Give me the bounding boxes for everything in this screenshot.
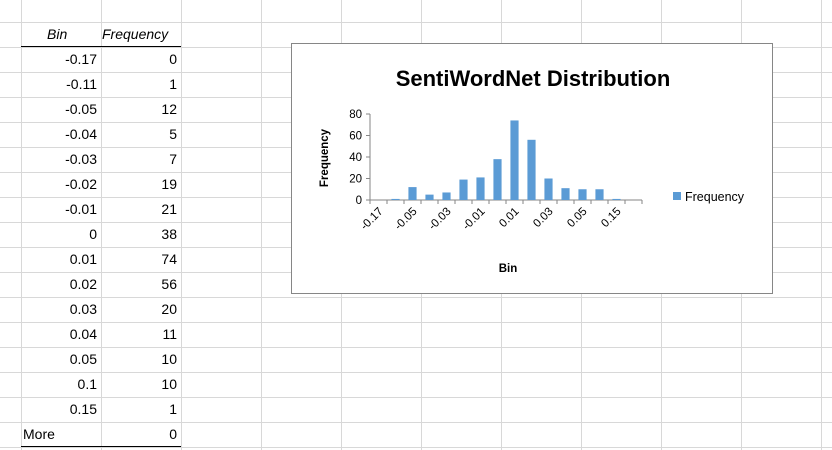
y-tick-label: 40 [349, 152, 362, 164]
table-frequency-cell[interactable]: 7 [169, 151, 177, 167]
x-tick-label: 0.03 [531, 206, 555, 230]
table-bin-cell[interactable]: -0.02 [65, 176, 97, 192]
chart-area[interactable]: SentiWordNet Distribution 0 20 40 60 80 -0.1… [291, 43, 773, 294]
grid-column-line [21, 0, 22, 450]
histogram-bar[interactable] [442, 192, 451, 200]
table-bin-cell[interactable]: 0.1 [77, 376, 97, 392]
table-frequency-cell[interactable]: 10 [161, 376, 177, 392]
histogram-bar[interactable] [578, 189, 587, 200]
table-bin-cell[interactable]: -0.04 [65, 126, 97, 142]
grid-row-line [0, 322, 832, 323]
table-frequency-cell[interactable]: 5 [169, 126, 177, 142]
table-frequency-cell[interactable]: 10 [161, 351, 177, 367]
table-frequency-cell[interactable]: 38 [161, 226, 177, 242]
x-axis: -0.17 -0.05 -0.03 -0.01 0.01 0.03 0.05 0.15 [359, 199, 643, 233]
table-bin-cell[interactable]: More [23, 426, 55, 442]
y-tick-label: 80 [349, 109, 362, 121]
table-frequency-cell[interactable]: 19 [161, 176, 177, 192]
grid-row-line [0, 22, 832, 23]
histogram-bar[interactable] [612, 198, 621, 200]
grid-row-line [0, 397, 832, 398]
table-frequency-cell[interactable]: 56 [161, 276, 177, 292]
header-underline [21, 46, 181, 47]
x-tick-label: -0.05 [393, 206, 420, 233]
table-frequency-cell[interactable]: 21 [161, 201, 177, 217]
x-tick-label: -0.03 [427, 206, 454, 233]
grid-row-line [0, 422, 832, 423]
bars-group [391, 120, 621, 201]
grid-row-line [0, 347, 832, 348]
table-bin-cell[interactable]: -0.11 [66, 76, 97, 92]
table-bin-cell[interactable]: 0.04 [69, 326, 97, 342]
grid-row-line [0, 297, 832, 298]
y-tick-label: 0 [356, 195, 362, 207]
histogram-bar[interactable] [544, 178, 553, 201]
legend-label: Frequency [685, 190, 745, 204]
grid-column-line [821, 0, 822, 450]
table-bin-cell[interactable]: 0.02 [69, 276, 97, 292]
histogram-bar[interactable] [425, 194, 434, 200]
histogram-chart: SentiWordNet Distribution 0 20 40 60 80 -0.1… [319, 66, 745, 275]
table-frequency-cell[interactable]: 1 [169, 76, 177, 92]
legend: Frequency [673, 190, 745, 204]
x-tick-label: -0.17 [359, 206, 386, 233]
x-tick-label: 0.15 [599, 206, 623, 230]
table-frequency-cell[interactable]: 20 [161, 301, 177, 317]
grid-row-line [0, 447, 832, 448]
x-tick-label: 0.05 [565, 206, 589, 230]
histogram-bar[interactable] [459, 179, 468, 200]
y-axis: 0 20 40 60 80 [349, 109, 371, 207]
histogram-bar[interactable] [391, 198, 400, 200]
table-bin-cell[interactable]: -0.05 [65, 101, 97, 117]
grid-column-line [101, 0, 102, 450]
grid-column-line [181, 0, 182, 450]
x-axis-title: Bin [499, 263, 518, 275]
legend-swatch [673, 192, 681, 200]
histogram-bar[interactable] [476, 177, 485, 200]
table-bottom-line [21, 446, 181, 447]
table-bin-cell[interactable]: 0.01 [69, 251, 97, 267]
table-bin-cell[interactable]: 0.15 [69, 401, 97, 417]
table-frequency-cell[interactable]: 0 [169, 426, 177, 442]
table-frequency-cell[interactable]: 11 [162, 326, 177, 342]
x-tick-label: 0.01 [497, 206, 521, 230]
histogram-bar[interactable] [510, 120, 519, 200]
histogram-bar[interactable] [408, 187, 417, 200]
table-bin-cell[interactable]: -0.03 [65, 151, 97, 167]
chart-title: SentiWordNet Distribution [396, 66, 671, 91]
y-tick-label: 20 [349, 174, 362, 186]
table-bin-cell[interactable]: 0.03 [69, 301, 97, 317]
table-frequency-cell[interactable]: 12 [161, 101, 177, 117]
histogram-bar[interactable] [561, 188, 570, 200]
table-frequency-cell[interactable]: 0 [169, 51, 177, 67]
frequency-header: Frequency [102, 26, 169, 42]
table-frequency-cell[interactable]: 1 [169, 401, 177, 417]
grid-row-line [0, 372, 832, 373]
bin-header: Bin [47, 26, 68, 42]
table-frequency-cell[interactable]: 74 [161, 251, 177, 267]
y-tick-label: 60 [349, 131, 362, 143]
table-bin-cell[interactable]: -0.01 [65, 201, 97, 217]
y-axis-title: Frequency [319, 128, 331, 187]
grid-column-line [261, 0, 262, 450]
histogram-bar[interactable] [527, 139, 536, 200]
x-tick-label: -0.01 [461, 206, 488, 233]
table-bin-cell[interactable]: -0.17 [65, 51, 97, 67]
histogram-bar[interactable] [493, 159, 502, 200]
table-bin-cell[interactable]: 0 [89, 226, 97, 242]
table-bin-cell[interactable]: 0.05 [69, 351, 97, 367]
histogram-bar[interactable] [595, 189, 604, 200]
